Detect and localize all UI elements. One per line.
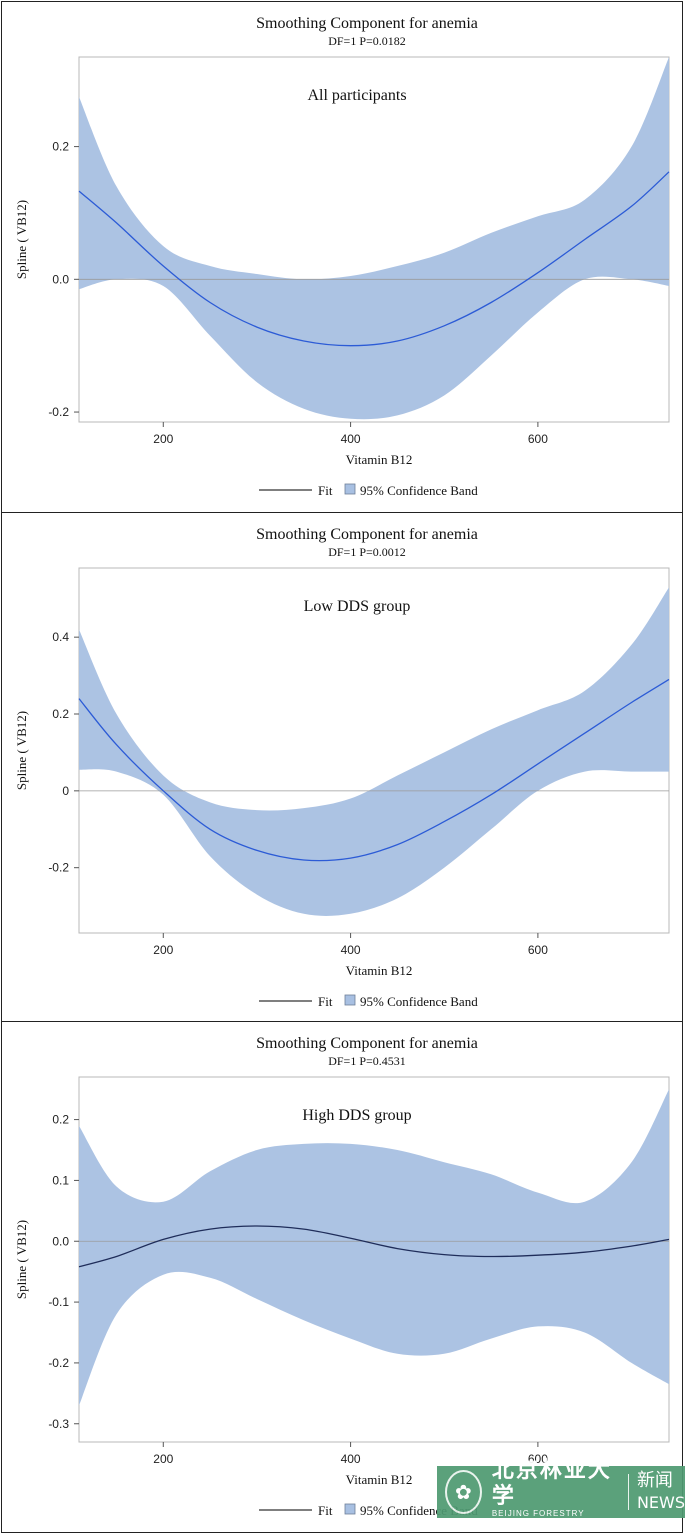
chart-svg: Smoothing Component for anemia DF=1 P=0.0…	[14, 15, 670, 498]
university-watermark: ✿ 北京林业大学 BEIJING FORESTRY UNIVERSITY 新闻 …	[437, 1457, 685, 1527]
chart-panel-high-dds: Smoothing Component for anemia DF=1 P=0.4…	[1, 1021, 683, 1533]
x-axis-label: Vitamin B12	[346, 963, 413, 978]
chart-subtitle: DF=1 P=0.0012	[328, 545, 406, 559]
x-tick-label: 600	[528, 432, 548, 446]
chart-title: Smoothing Component for anemia	[256, 526, 478, 543]
chart-svg: Smoothing Component for anemia DF=1 P=0.0…	[14, 526, 670, 1009]
y-tick-label: 0.2	[52, 140, 69, 154]
legend-fit-label: Fit	[318, 994, 333, 1009]
x-tick-label: 600	[528, 1452, 548, 1466]
y-tick-label: 0.2	[52, 1113, 69, 1127]
y-tick-label: 0.2	[52, 707, 69, 721]
y-tick-label: -0.3	[48, 1417, 69, 1431]
watermark-divider	[628, 1474, 629, 1510]
group-annotation: High DDS group	[302, 1107, 411, 1124]
chart-svg: Smoothing Component for anemia DF=1 P=0.4…	[14, 1035, 670, 1518]
x-tick-label: 200	[153, 1452, 173, 1466]
y-axis-label: Spline ( VB12)	[14, 1220, 29, 1299]
confidence-band	[79, 57, 669, 420]
x-axis-label: Vitamin B12	[346, 452, 413, 467]
group-annotation: Low DDS group	[304, 598, 411, 615]
x-tick-label: 400	[341, 432, 361, 446]
y-tick-label: 0.0	[52, 1234, 69, 1248]
chart-subtitle: DF=1 P=0.4531	[328, 1054, 406, 1068]
chart-panel-all-participants: Smoothing Component for anemia DF=1 P=0.0…	[1, 1, 683, 513]
legend-band-label: 95% Confidence Band	[360, 994, 478, 1009]
y-tick-label: -0.2	[48, 861, 69, 875]
y-tick-label: -0.1	[48, 1295, 69, 1309]
x-tick-label: 200	[153, 943, 173, 957]
chart-title: Smoothing Component for anemia	[256, 15, 478, 32]
y-tick-label: -0.2	[48, 405, 69, 419]
watermark-news-en: NEWS	[636, 1493, 685, 1512]
y-tick-label: 0	[62, 784, 69, 798]
legend-band-swatch	[344, 483, 356, 495]
y-tick-label: 0.0	[52, 272, 69, 286]
fit-line	[78, 1225, 670, 1268]
confidence-band	[79, 1089, 669, 1406]
fit-line	[78, 171, 670, 347]
legend-band-label: 95% Confidence Band	[360, 483, 478, 498]
x-tick-label: 200	[153, 432, 173, 446]
fit-line	[78, 678, 670, 862]
university-seal-icon: ✿	[445, 1470, 482, 1514]
legend-band-swatch	[344, 1503, 356, 1515]
chart-subtitle: DF=1 P=0.0182	[328, 34, 406, 48]
chart-title: Smoothing Component for anemia	[256, 1035, 478, 1052]
watermark-name-en: BEIJING FORESTRY UNIVERSITY	[491, 1509, 585, 1527]
x-tick-label: 600	[528, 943, 548, 957]
y-axis-label: Spline ( VB12)	[14, 711, 29, 790]
y-axis-label: Spline ( VB12)	[14, 200, 29, 279]
watermark-name-cn: 北京林业大学	[491, 1457, 612, 1509]
watermark-news-cn: 新闻	[636, 1470, 673, 1491]
confidence-band	[79, 587, 669, 916]
y-tick-label: -0.2	[48, 1356, 69, 1370]
group-annotation: All participants	[307, 87, 406, 104]
legend-fit-label: Fit	[318, 483, 333, 498]
y-tick-label: 0.4	[52, 630, 69, 644]
legend-fit-label: Fit	[318, 1503, 333, 1518]
x-tick-label: 400	[341, 943, 361, 957]
x-tick-label: 400	[341, 1452, 361, 1466]
x-axis-label: Vitamin B12	[346, 1472, 413, 1487]
legend-band-swatch	[344, 994, 356, 1006]
chart-panel-low-dds: Smoothing Component for anemia DF=1 P=0.0…	[1, 512, 683, 1022]
y-tick-label: 0.1	[52, 1173, 69, 1187]
